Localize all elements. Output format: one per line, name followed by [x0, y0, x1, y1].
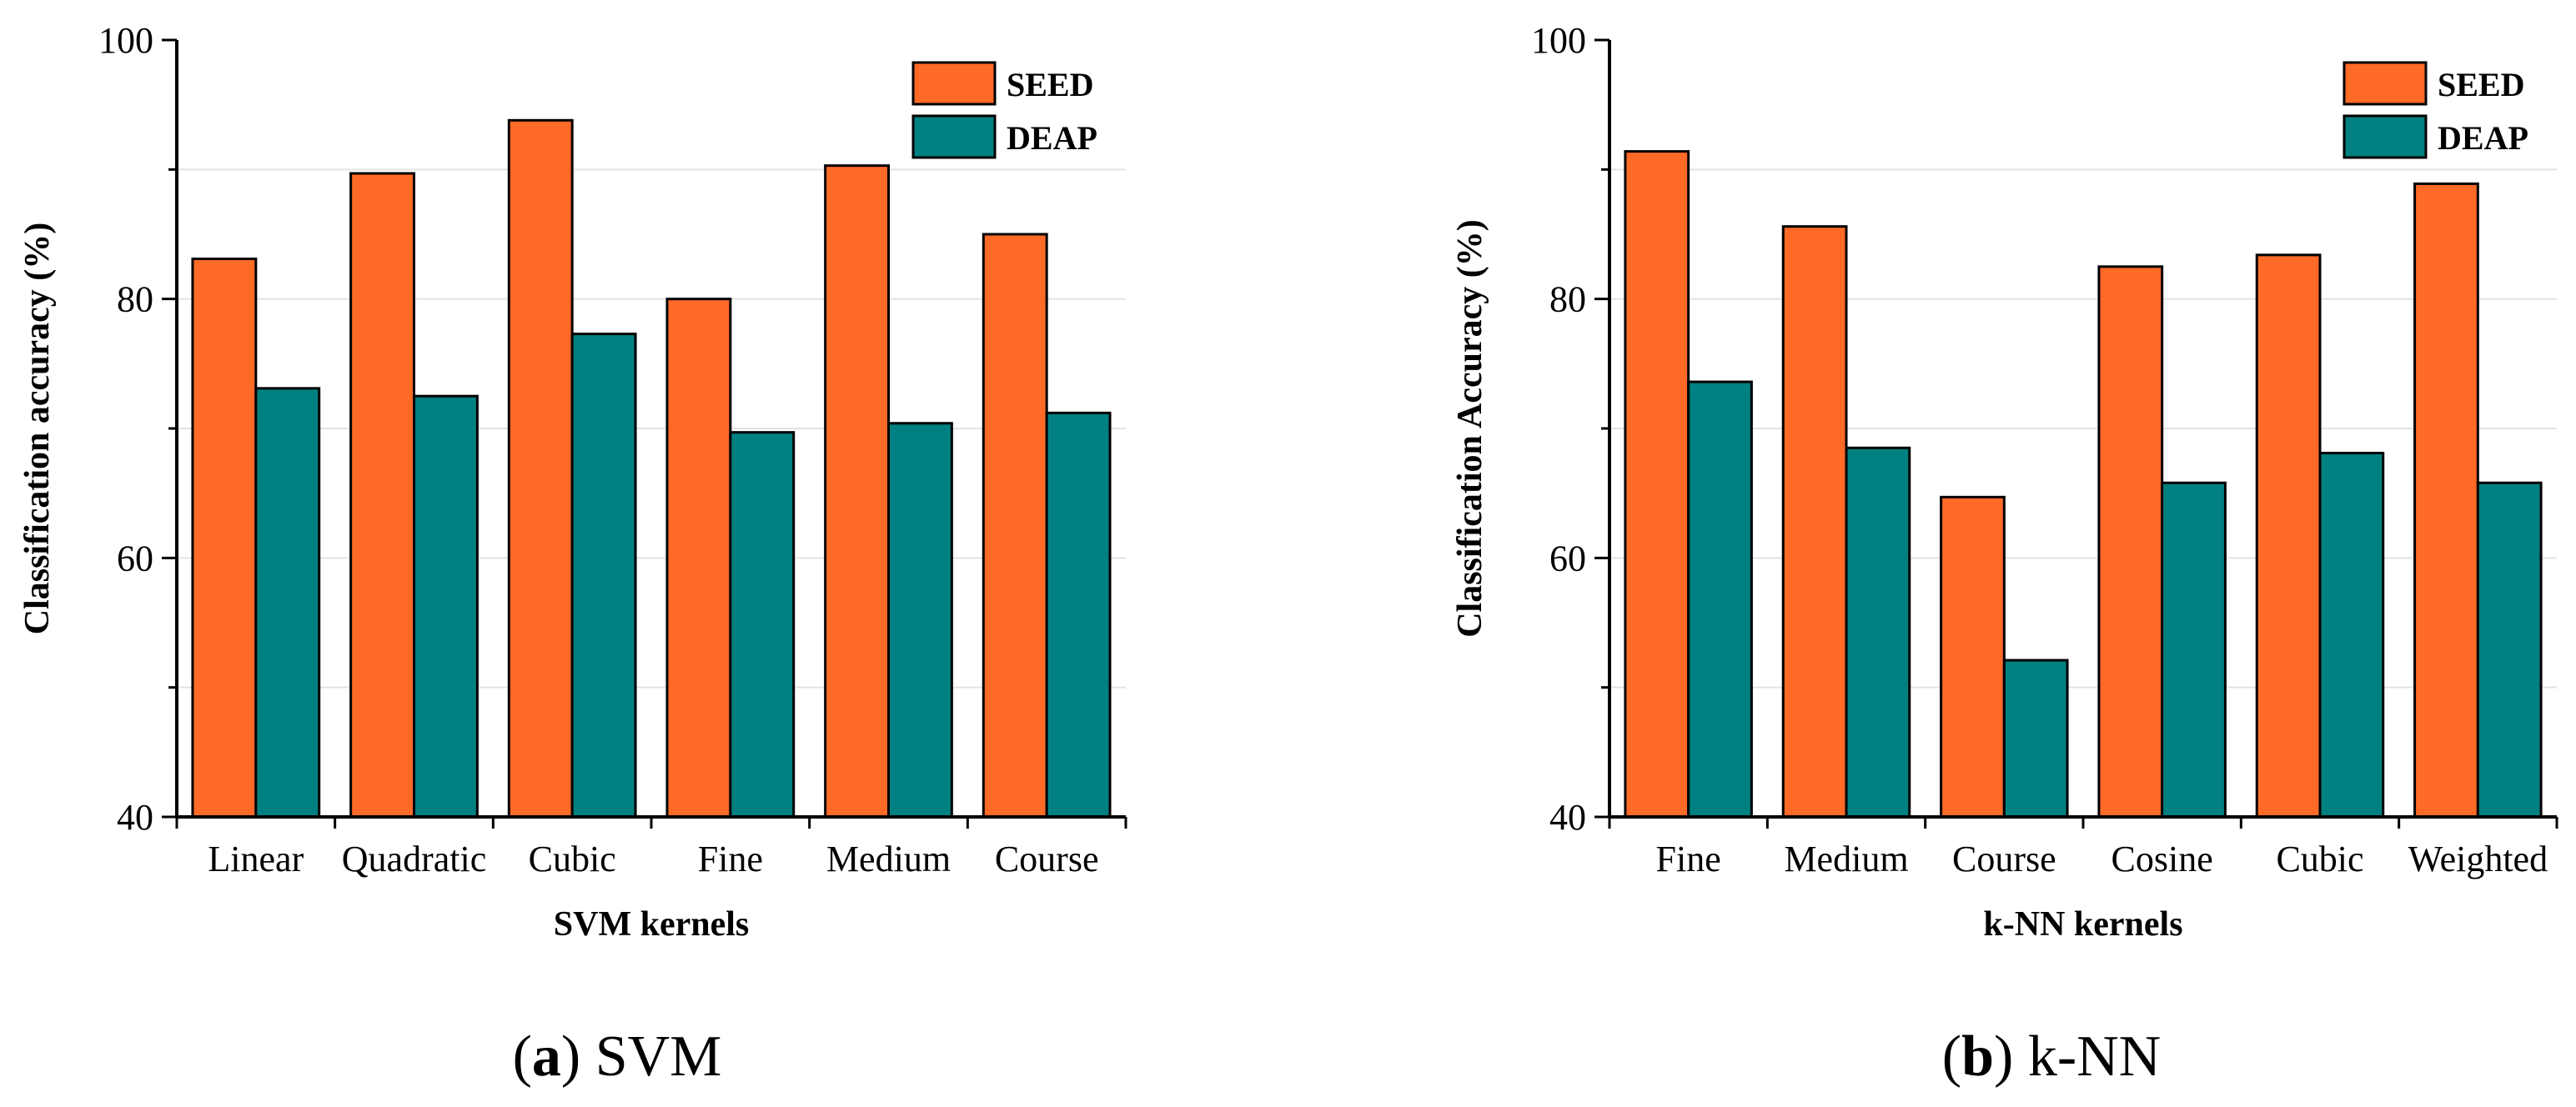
bar-deap-course [2002, 659, 2069, 819]
bar-seed-cubic [507, 118, 574, 819]
bar-seed-quadratic [349, 172, 415, 819]
bar-seed-medium [824, 164, 891, 819]
x-tick-label: Cosine [2112, 839, 2213, 879]
bar-deap-fine [729, 431, 796, 819]
x-tick-label: Fine [1656, 839, 1721, 879]
bar-seed-cubic [2255, 253, 2322, 819]
y-tick-label: 100 [98, 20, 153, 61]
y-tick-label: 60 [1549, 538, 1586, 579]
bar-seed-weighted [2413, 182, 2479, 819]
bar-deap-course [1045, 411, 1112, 819]
legend-swatch-deap [2343, 114, 2428, 159]
bar-deap-cubic [2318, 452, 2385, 819]
x-axis-title: k-NN kernels [1983, 905, 2182, 944]
y-tick-label: 60 [117, 538, 153, 579]
y-tick-label: 80 [117, 279, 153, 320]
bar-seed-medium [1781, 225, 1848, 819]
legend: SEED DEAP [911, 61, 1097, 159]
x-tick-label: Medium [1784, 839, 1908, 879]
figure-caption: (a) SVM [513, 1024, 722, 1089]
bar-deap-cosine [2161, 481, 2227, 819]
y-tick-label: 80 [1549, 279, 1586, 320]
x-tick-label: Quadratic [342, 839, 486, 879]
bar-seed-linear [191, 258, 258, 819]
legend-label-deap: DEAP [2438, 119, 2528, 157]
legend-swatch-seed [911, 61, 997, 106]
y-tick-label: 40 [117, 797, 153, 838]
x-tick-label: Cubic [2276, 839, 2363, 879]
caption-open-paren: ( [513, 1024, 532, 1089]
bar-seed-course [1940, 495, 2006, 819]
panel-knn: 40 60 80 100 Fine Medium Course Cosine Cubic Weig… [1451, 20, 2558, 1089]
caption-letter: a [532, 1024, 561, 1089]
caption-close-paren: ) [561, 1024, 595, 1089]
legend: SEED DEAP [2343, 61, 2528, 159]
caption-text: k-NN [2028, 1024, 2161, 1089]
x-tick-label: Cubic [529, 839, 616, 879]
bar-deap-quadratic [413, 394, 479, 819]
bar-deap-weighted [2476, 481, 2543, 819]
legend-label-seed: SEED [1007, 66, 1094, 103]
legend-swatch-deap [911, 114, 997, 159]
caption-text: SVM [595, 1024, 722, 1089]
bar-deap-fine [1687, 380, 1753, 819]
bar-seed-fine [665, 298, 732, 819]
x-tick-label: Course [995, 839, 1099, 879]
y-axis-title: Classification accuracy (%) [18, 223, 57, 635]
bar-seed-course [982, 233, 1048, 819]
bar-deap-cubic [570, 333, 637, 819]
legend-swatch-seed [2343, 61, 2428, 106]
bar-deap-linear [254, 387, 321, 819]
legend-label-seed: SEED [2438, 66, 2525, 103]
x-tick-label: Course [1952, 839, 2056, 879]
caption-open-paren: ( [1942, 1024, 1961, 1089]
bar-seed-cosine [2097, 265, 2164, 819]
y-axis-title: Classification Accuracy (%) [1451, 219, 1489, 638]
x-tick-label: Medium [826, 839, 951, 879]
caption-letter: b [1961, 1024, 1994, 1089]
bar-deap-medium [887, 422, 953, 819]
figure-caption: (b) k-NN [1942, 1024, 2161, 1089]
x-tick-label: Linear [208, 839, 304, 879]
panel-svm: 40 60 80 100 Linear Quadratic Cubic Fine Medium C… [18, 20, 1127, 1089]
x-tick-label: Weighted [2408, 839, 2548, 879]
legend-label-deap: DEAP [1007, 119, 1097, 157]
x-tick-label: Fine [698, 839, 763, 879]
y-tick-label: 100 [1531, 20, 1586, 61]
bar-deap-medium [1845, 446, 1911, 819]
x-axis-title: SVM kernels [554, 905, 750, 944]
caption-close-paren: ) [1994, 1024, 2028, 1089]
bar-seed-fine [1624, 150, 1690, 819]
y-tick-label: 40 [1549, 797, 1586, 838]
